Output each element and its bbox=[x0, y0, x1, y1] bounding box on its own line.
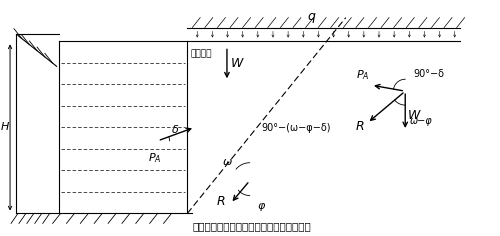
Text: q: q bbox=[307, 10, 315, 23]
Text: δ: δ bbox=[172, 125, 178, 135]
Text: W: W bbox=[408, 109, 420, 122]
Text: 仮想背面: 仮想背面 bbox=[190, 49, 212, 58]
Text: 90°−(ω−φ−δ): 90°−(ω−φ−δ) bbox=[262, 123, 331, 133]
Text: R: R bbox=[356, 120, 364, 133]
Text: 図－１　補強土壁における外的安定検討図: 図－１ 補強土壁における外的安定検討図 bbox=[192, 221, 311, 231]
Text: 90°−δ: 90°−δ bbox=[413, 69, 444, 79]
Text: φ: φ bbox=[258, 201, 265, 211]
Text: H: H bbox=[1, 122, 10, 132]
Text: R: R bbox=[217, 195, 226, 208]
Text: ω: ω bbox=[223, 157, 232, 167]
Text: W: W bbox=[231, 57, 243, 70]
Text: $P_A$: $P_A$ bbox=[148, 151, 162, 164]
Text: $P_A$: $P_A$ bbox=[356, 68, 369, 82]
Text: ω−φ: ω−φ bbox=[410, 116, 433, 126]
